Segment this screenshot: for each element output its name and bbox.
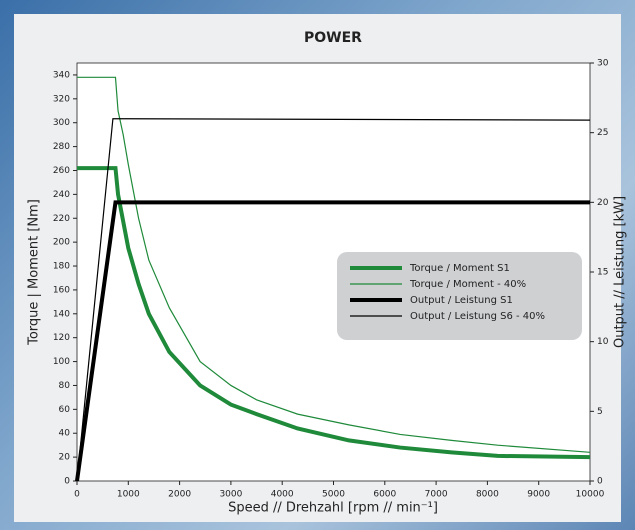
chart-title: POWER <box>304 30 362 46</box>
x-tick-label: 5000 <box>322 490 345 500</box>
y2-tick-label: 0 <box>597 477 603 487</box>
y-tick-label: 220 <box>53 214 70 224</box>
x-tick-label: 3000 <box>219 490 242 500</box>
chart: POWER Speed // Drehzahl [rpm // min⁻¹] T… <box>0 0 635 530</box>
y2-tick-label: 15 <box>597 268 608 278</box>
y-tick-label: 20 <box>59 453 71 463</box>
y-tick-label: 340 <box>53 70 70 80</box>
y-tick-label: 280 <box>53 142 70 152</box>
y-tick-label: 80 <box>59 381 71 391</box>
x-tick-label: 7000 <box>425 490 448 500</box>
y-axis-label: Torque | Moment [Nm] <box>27 199 42 346</box>
y2-axis-label: Output // Leistung [kW] <box>613 196 628 348</box>
y2-tick-label: 25 <box>597 128 608 138</box>
x-tick-label: 8000 <box>476 490 499 500</box>
x-tick-label: 6000 <box>373 490 396 500</box>
x-tick-label: 2000 <box>168 490 191 500</box>
legend-label: Torque / Moment - 40% <box>409 279 526 290</box>
y-tick-label: 60 <box>59 405 71 415</box>
x-tick-label: 9000 <box>527 490 550 500</box>
x-tick-label: 10000 <box>576 490 605 500</box>
page: POWER Speed // Drehzahl [rpm // min⁻¹] T… <box>0 0 635 530</box>
y-tick-label: 320 <box>53 94 70 104</box>
y2-tick-label: 5 <box>597 407 603 417</box>
y-tick-label: 120 <box>53 333 70 343</box>
y2-tick-label: 10 <box>597 337 609 347</box>
y-tick-label: 0 <box>64 477 70 487</box>
x-tick-label: 1000 <box>117 490 140 500</box>
legend-label: Output / Leistung S6 - 40% <box>410 311 545 322</box>
y-tick-label: 200 <box>53 238 70 248</box>
y-tick-label: 160 <box>53 285 70 295</box>
legend-label: Torque / Moment S1 <box>409 263 510 274</box>
x-tick-label: 4000 <box>271 490 294 500</box>
legend-label: Output / Leistung S1 <box>410 295 513 306</box>
y-tick-label: 300 <box>53 118 70 128</box>
y2-tick-label: 30 <box>597 59 609 69</box>
x-axis-label: Speed // Drehzahl [rpm // min⁻¹] <box>228 501 438 516</box>
y-tick-label: 140 <box>53 309 70 319</box>
y-tick-label: 240 <box>53 190 70 200</box>
y-tick-label: 100 <box>53 357 70 367</box>
y-tick-label: 40 <box>59 429 71 439</box>
y2-tick-label: 20 <box>597 198 609 208</box>
x-tick-label: 0 <box>74 490 80 500</box>
y-tick-label: 260 <box>53 166 70 176</box>
y-tick-label: 180 <box>53 262 70 272</box>
